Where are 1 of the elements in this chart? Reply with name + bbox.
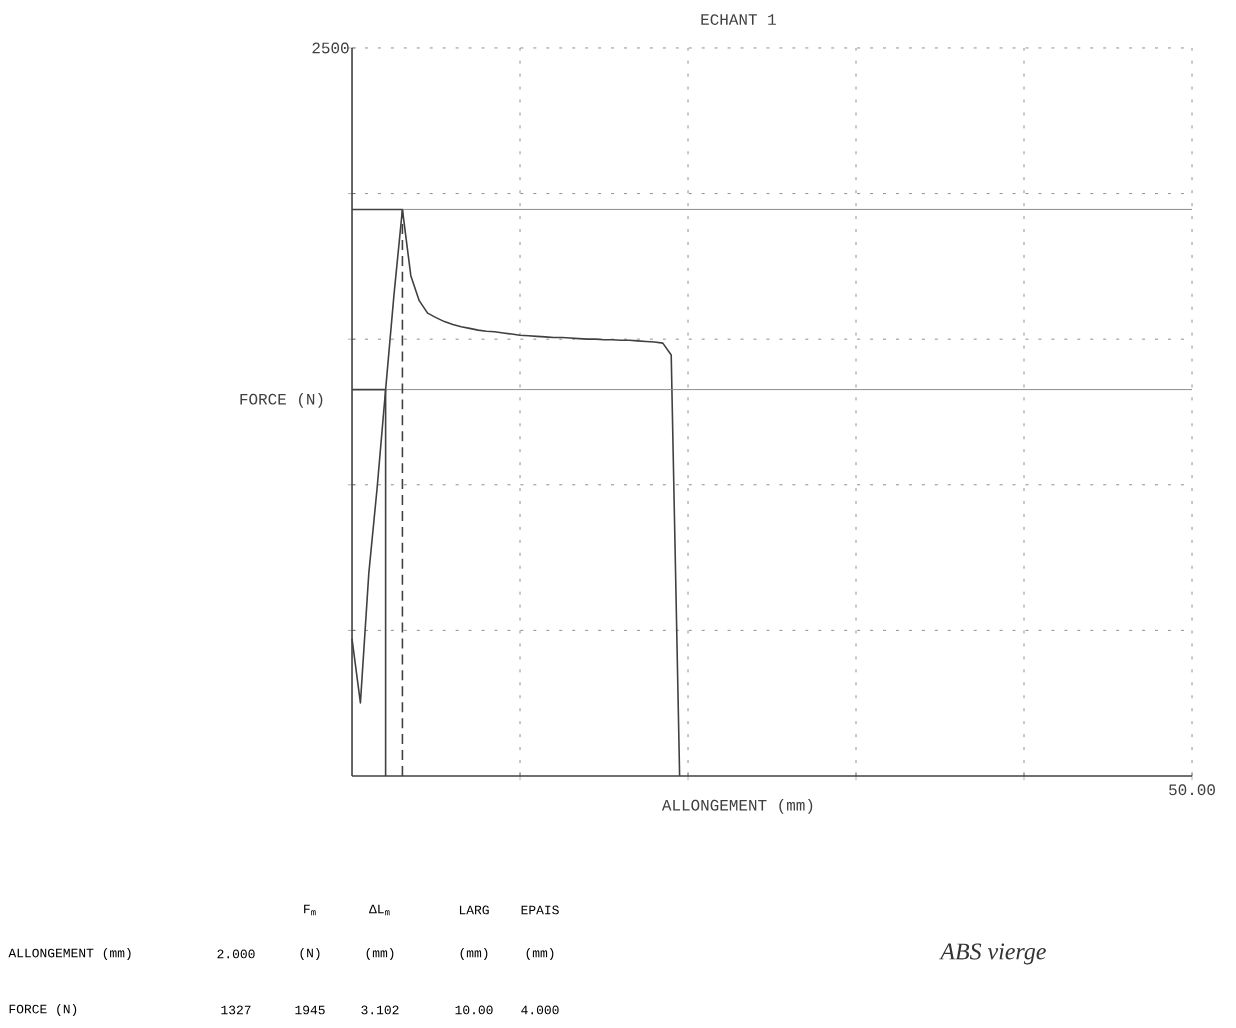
text: ABS vierge [939, 943, 1046, 965]
